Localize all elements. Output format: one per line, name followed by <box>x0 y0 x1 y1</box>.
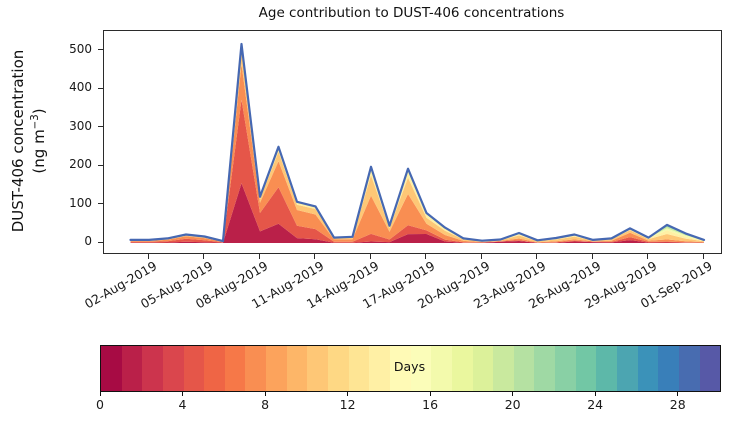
colorbar-tick-mark <box>429 391 431 396</box>
x-tick-mark <box>591 254 593 259</box>
y-tick-mark <box>98 241 103 243</box>
colorbar-segment-day-14 <box>389 346 411 391</box>
y-tick-label-100: 100 <box>69 195 92 210</box>
colorbar-segment-day-25 <box>617 346 638 391</box>
colorbar <box>100 345 721 392</box>
colorbar-segment-day-15 <box>410 346 432 391</box>
colorbar-segment-day-8 <box>266 346 287 391</box>
colorbar-segment-day-23 <box>575 346 597 391</box>
colorbar-tick-mark <box>182 391 184 396</box>
chart-title: Age contribution to DUST-406 concentrati… <box>258 5 565 21</box>
colorbar-segment-day-16 <box>431 346 452 391</box>
colorbar-segment-day-28 <box>678 346 700 391</box>
colorbar-segment-day-24 <box>596 346 618 391</box>
colorbar-segment-day-20 <box>513 346 535 391</box>
colorbar-segment-day-3 <box>162 346 184 391</box>
colorbar-segment-day-4 <box>183 346 205 391</box>
colorbar-segment-day-11 <box>328 346 349 391</box>
y-tick-label-300: 300 <box>69 118 92 133</box>
y-tick-mark <box>98 203 103 205</box>
colorbar-tick-mark <box>512 391 514 396</box>
colorbar-segment-day-1 <box>121 346 143 391</box>
colorbar-segment-day-29 <box>699 346 721 391</box>
colorbar-segment-day-6 <box>224 346 246 391</box>
colorbar-segment-day-26 <box>637 346 659 391</box>
colorbar-tick-label-12: 12 <box>339 397 356 412</box>
colorbar-tick-mark <box>99 391 101 396</box>
y-tick-label-400: 400 <box>69 80 92 94</box>
colorbar-tick-label-16: 16 <box>422 397 439 412</box>
y-tick-mark <box>98 87 103 89</box>
x-tick-mark <box>480 254 482 259</box>
age-layer-9-12-days <box>130 51 704 243</box>
colorbar-segment-day-17 <box>451 346 473 391</box>
age-layer-6-9-days <box>130 63 704 243</box>
x-tick-mark <box>203 254 205 259</box>
colorbar-segment-day-27 <box>658 346 679 391</box>
stacked-area-chart <box>129 42 706 243</box>
colorbar-segment-day-18 <box>472 346 494 391</box>
colorbar-segment-day-9 <box>286 346 308 391</box>
age-layer-0-3-days <box>130 183 704 243</box>
x-tick-mark <box>147 254 149 259</box>
age-layer-3-6-days <box>130 99 704 243</box>
total-concentration-line <box>129 42 706 243</box>
colorbar-tick-label-20: 20 <box>504 397 521 412</box>
colorbar-segment-day-10 <box>307 346 329 391</box>
plot-area <box>103 30 722 254</box>
colorbar-tick-mark <box>594 391 596 396</box>
colorbar-tick-mark <box>347 391 349 396</box>
colorbar-segment-day-12 <box>348 346 370 391</box>
colorbar-segment-day-21 <box>534 346 556 391</box>
x-tick-mark <box>647 254 649 259</box>
colorbar-segment-day-5 <box>204 346 225 391</box>
y-tick-label-0: 0 <box>84 234 92 248</box>
colorbar-segment-day-7 <box>245 346 267 391</box>
colorbar-tick-mark <box>264 391 266 396</box>
colorbar-tick-label-24: 24 <box>587 397 604 412</box>
colorbar-tick-mark <box>677 391 679 396</box>
x-tick-mark <box>536 254 538 259</box>
x-tick-mark <box>314 254 316 259</box>
y-tick-label-500: 500 <box>69 41 92 56</box>
colorbar-segment-day-22 <box>555 346 576 391</box>
y-tick-mark <box>98 164 103 166</box>
colorbar-tick-label-28: 28 <box>669 397 686 412</box>
colorbar-tick-label-8: 8 <box>261 397 270 412</box>
x-tick-mark <box>702 254 704 259</box>
y-tick-mark <box>98 126 103 128</box>
colorbar-tick-label-0: 0 <box>96 397 104 412</box>
x-tick-mark <box>258 254 260 259</box>
colorbar-segment-day-19 <box>493 346 514 391</box>
colorbar-segment-day-13 <box>369 346 390 391</box>
y-tick-label-200: 200 <box>69 157 92 171</box>
colorbar-segment-day-0 <box>101 346 122 391</box>
x-tick-mark <box>369 254 371 259</box>
y-tick-mark <box>98 49 103 51</box>
colorbar-segment-day-2 <box>142 346 163 391</box>
colorbar-tick-label-4: 4 <box>178 397 187 412</box>
x-tick-mark <box>425 254 427 259</box>
